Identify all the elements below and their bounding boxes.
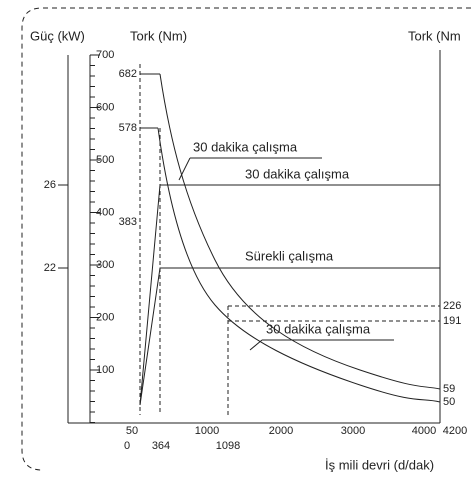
tick-label: 22 [44,262,56,274]
tick-label: 600 [96,101,114,113]
tick-label: 500 [96,154,114,166]
curve-label: Sürekli çalışma [245,248,334,263]
tick-label: 400 [96,206,114,218]
tick-label: 226 [443,300,461,312]
torque-ticks: 700 600 500 400 300 200 100 [90,49,114,376]
tick-label: 191 [443,315,461,327]
tick-label: 26 [44,179,56,191]
minor-ticks [90,54,95,423]
axis-title: Güç (kW) [30,28,85,43]
leader [249,339,263,351]
axes [58,50,441,424]
power-continuous [139,267,440,406]
tick-label: 4000 [412,425,436,437]
axis-title: Tork (Nm) [130,28,187,43]
tick-label: 700 [96,49,114,61]
tick-label: 1098 [216,440,240,452]
tick-label: 50 [126,425,138,437]
mark-label: 383 [119,216,137,228]
tick-label: 100 [96,364,114,376]
curve-label: 30 dakika çalışma [266,321,371,336]
curve-label: 30 dakika çalışma [193,139,298,154]
tick-label: 2000 [269,425,293,437]
curve-30min-b [157,127,441,403]
mark-label: 682 [119,68,137,80]
tick-label: 1000 [195,425,219,437]
mark-label: 578 [119,122,137,134]
curve-label: 30 dakika çalışma [245,166,350,181]
tick-label: 3000 [341,425,365,437]
frame [21,7,471,471]
tick-label: 4200 [443,425,467,437]
curves [139,64,441,415]
axis-title: Tork (Nm [408,28,461,43]
power-30min [139,184,440,406]
tick-label: 200 [96,311,114,323]
tick-label: 0 [124,440,130,452]
tick-label: 50 [443,396,455,408]
axis-title: İş mili devri (d/dak) [325,457,434,472]
curve-30min [159,73,441,390]
leader [178,157,191,181]
tick-label: 300 [96,259,114,271]
tick-label: 59 [443,383,455,395]
tick-label: 364 [152,440,170,452]
